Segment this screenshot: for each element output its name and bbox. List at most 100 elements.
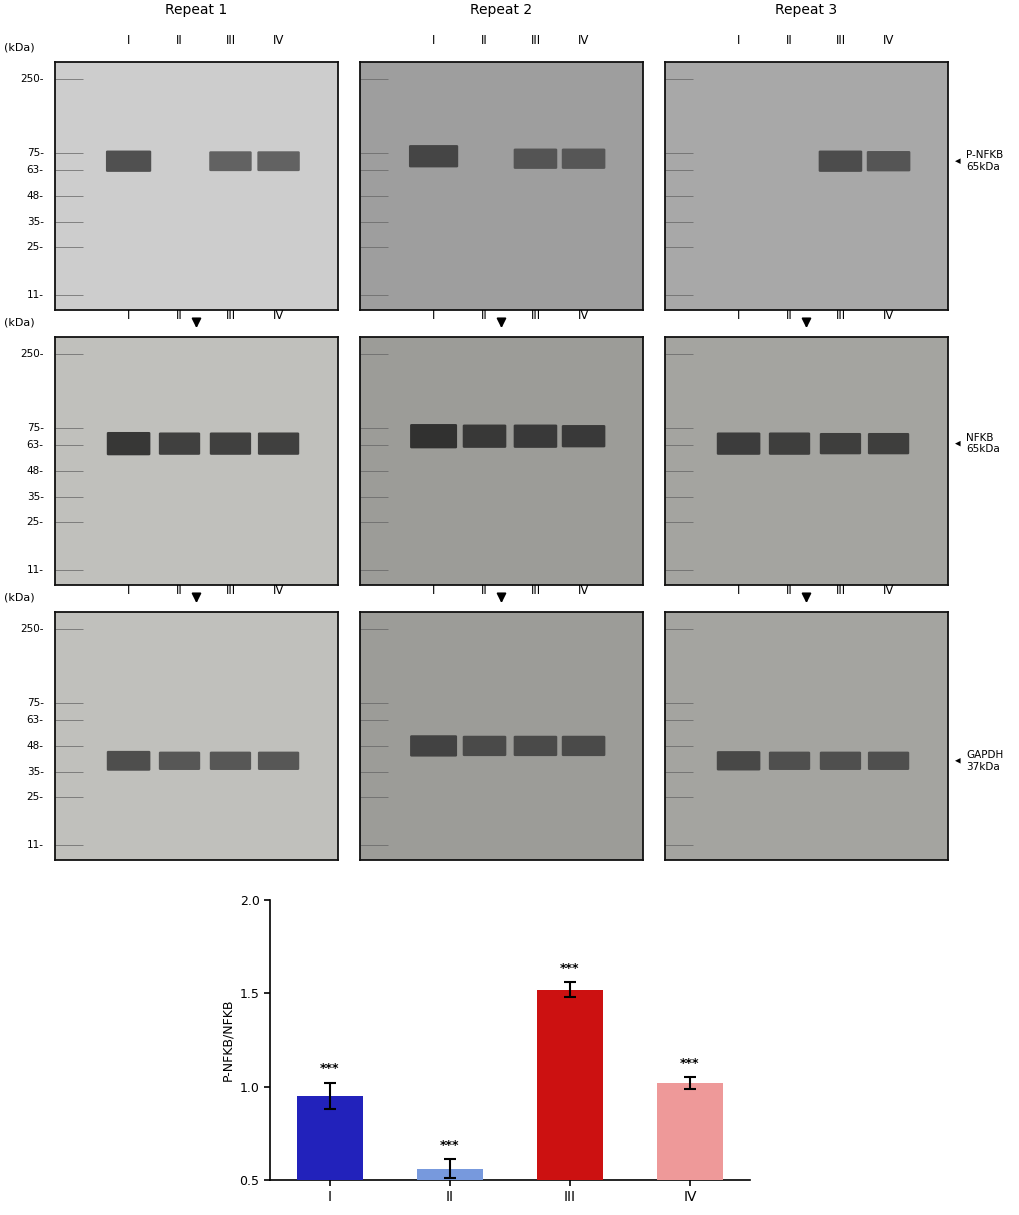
Text: 75-: 75- — [26, 147, 44, 158]
Text: (kDa): (kDa) — [4, 43, 35, 52]
FancyBboxPatch shape — [159, 752, 200, 770]
Text: I: I — [736, 309, 740, 322]
Text: Repeat 2: Repeat 2 — [470, 4, 532, 17]
FancyBboxPatch shape — [561, 148, 604, 169]
FancyBboxPatch shape — [106, 151, 151, 171]
Text: IV: IV — [882, 34, 894, 47]
Text: IV: IV — [273, 34, 284, 47]
Text: 25-: 25- — [26, 242, 44, 252]
Text: ***: *** — [680, 1057, 699, 1070]
Text: 250-: 250- — [20, 350, 44, 360]
Text: IV: IV — [273, 309, 284, 322]
Text: I: I — [431, 34, 435, 47]
FancyBboxPatch shape — [463, 424, 505, 448]
FancyBboxPatch shape — [210, 433, 251, 454]
Text: I: I — [126, 34, 130, 47]
FancyBboxPatch shape — [410, 735, 457, 757]
Text: IV: IV — [578, 34, 589, 47]
FancyBboxPatch shape — [258, 433, 299, 454]
Text: NFKB
65kDa: NFKB 65kDa — [965, 433, 1000, 454]
Text: P-NFKB
65kDa: P-NFKB 65kDa — [965, 151, 1003, 173]
Text: III: III — [835, 309, 845, 322]
FancyBboxPatch shape — [257, 152, 300, 171]
Text: 250-: 250- — [20, 625, 44, 634]
Text: 48-: 48- — [26, 741, 44, 751]
Text: 250-: 250- — [20, 74, 44, 84]
Text: 63-: 63- — [26, 714, 44, 725]
Text: ***: *** — [559, 961, 579, 974]
FancyBboxPatch shape — [514, 736, 556, 756]
Text: II: II — [786, 34, 792, 47]
FancyBboxPatch shape — [159, 433, 200, 454]
Text: ***: *** — [440, 1138, 460, 1152]
Text: I: I — [126, 584, 130, 597]
Text: 25-: 25- — [26, 516, 44, 527]
Text: IV: IV — [273, 584, 284, 597]
Text: 75-: 75- — [26, 423, 44, 433]
Y-axis label: P-NFKB/NFKB: P-NFKB/NFKB — [221, 999, 233, 1081]
FancyBboxPatch shape — [209, 152, 252, 171]
Text: 48-: 48- — [26, 191, 44, 200]
Text: 25-: 25- — [26, 792, 44, 802]
Text: 35-: 35- — [26, 767, 44, 776]
Text: 11-: 11- — [26, 840, 44, 850]
Text: III: III — [835, 34, 845, 47]
FancyBboxPatch shape — [867, 752, 908, 770]
FancyBboxPatch shape — [258, 752, 299, 770]
FancyBboxPatch shape — [768, 752, 809, 770]
FancyBboxPatch shape — [514, 148, 556, 169]
Text: I: I — [431, 584, 435, 597]
FancyBboxPatch shape — [867, 433, 908, 454]
Text: 63-: 63- — [26, 440, 44, 450]
Text: 48-: 48- — [26, 465, 44, 476]
FancyBboxPatch shape — [107, 433, 150, 456]
Text: II: II — [786, 584, 792, 597]
Text: 75-: 75- — [26, 697, 44, 707]
Bar — [536, 989, 602, 1180]
Text: II: II — [481, 34, 487, 47]
Text: 35-: 35- — [26, 492, 44, 502]
Text: IV: IV — [882, 309, 894, 322]
FancyBboxPatch shape — [210, 752, 251, 770]
Text: I: I — [431, 309, 435, 322]
Text: 35-: 35- — [26, 217, 44, 227]
Text: 11-: 11- — [26, 565, 44, 575]
Text: III: III — [225, 309, 235, 322]
Text: III: III — [530, 309, 540, 322]
Text: I: I — [126, 309, 130, 322]
FancyBboxPatch shape — [561, 425, 604, 447]
Text: II: II — [176, 309, 182, 322]
FancyBboxPatch shape — [514, 424, 556, 448]
Text: III: III — [835, 584, 845, 597]
Text: III: III — [225, 584, 235, 597]
FancyBboxPatch shape — [107, 751, 150, 770]
Text: Repeat 1: Repeat 1 — [165, 4, 227, 17]
FancyBboxPatch shape — [463, 736, 505, 756]
FancyBboxPatch shape — [866, 151, 910, 171]
Text: I: I — [736, 584, 740, 597]
Text: GAPDH
37kDa: GAPDH 37kDa — [965, 750, 1003, 772]
Text: II: II — [786, 309, 792, 322]
Text: IV: IV — [578, 309, 589, 322]
Text: II: II — [481, 309, 487, 322]
Text: I: I — [736, 34, 740, 47]
Text: IV: IV — [882, 584, 894, 597]
Text: (kDa): (kDa) — [4, 317, 35, 327]
FancyBboxPatch shape — [819, 433, 860, 454]
Text: II: II — [176, 34, 182, 47]
Text: ***: *** — [320, 1062, 339, 1075]
FancyBboxPatch shape — [716, 751, 759, 770]
Text: 63-: 63- — [26, 165, 44, 175]
FancyBboxPatch shape — [818, 151, 861, 171]
Text: III: III — [530, 584, 540, 597]
Text: Repeat 3: Repeat 3 — [774, 4, 837, 17]
Text: (kDa): (kDa) — [4, 592, 35, 603]
Text: II: II — [176, 584, 182, 597]
Text: IV: IV — [578, 584, 589, 597]
FancyBboxPatch shape — [410, 424, 457, 448]
FancyBboxPatch shape — [716, 433, 759, 454]
Text: 11-: 11- — [26, 290, 44, 300]
Text: III: III — [225, 34, 235, 47]
Bar — [297, 1096, 363, 1180]
FancyBboxPatch shape — [768, 433, 809, 454]
